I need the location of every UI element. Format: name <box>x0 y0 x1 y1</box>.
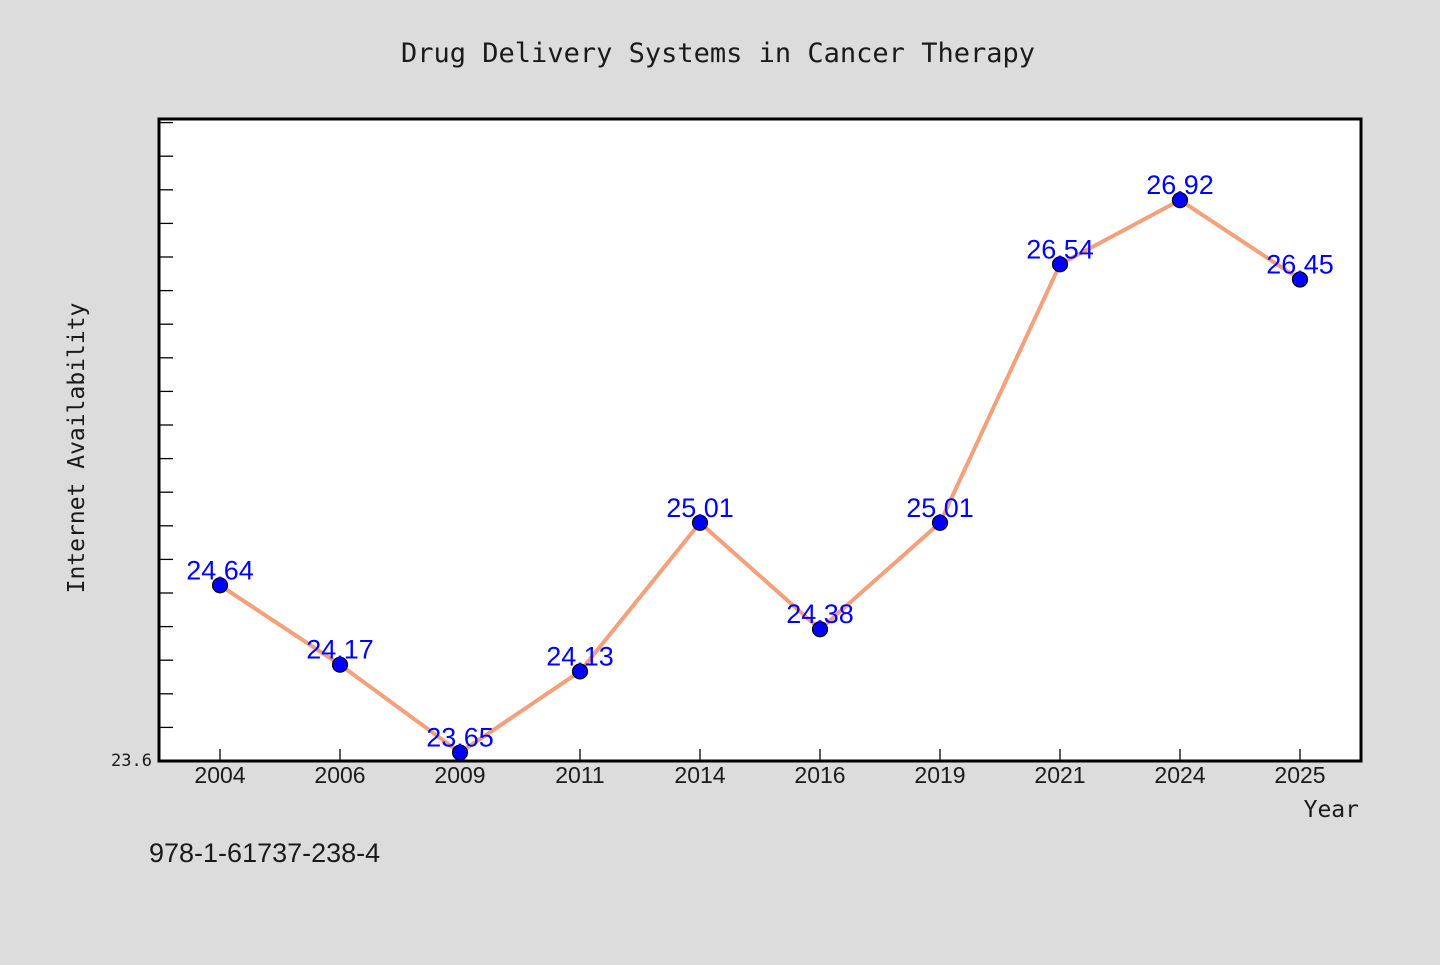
x-tick-label: 2024 <box>1154 762 1205 788</box>
data-label: 25.01 <box>906 493 974 523</box>
x-tick-label: 2011 <box>555 762 604 788</box>
data-label: 26.54 <box>1026 234 1094 264</box>
data-label: 24.13 <box>546 641 614 671</box>
data-point <box>1291 271 1309 288</box>
data-point <box>331 656 349 673</box>
x-tick-label: 2016 <box>794 762 845 788</box>
data-point <box>931 514 949 531</box>
plot-area <box>157 117 1363 763</box>
data-point <box>1051 256 1069 273</box>
data-point <box>211 577 229 594</box>
data-point <box>451 744 469 761</box>
x-tick-label: 2025 <box>1274 762 1325 788</box>
x-tick-label: 2014 <box>674 762 725 788</box>
data-label: 26.92 <box>1146 170 1214 200</box>
x-tick-label: 2021 <box>1034 762 1085 788</box>
series-line <box>218 198 1302 755</box>
x-tick-label: 2006 <box>314 762 365 788</box>
isbn-text: 978-1-61737-238-4 <box>149 838 380 868</box>
data-label: 23.65 <box>426 723 494 753</box>
y-axis-label: Internet Availability <box>64 303 90 594</box>
data-point <box>811 621 829 638</box>
chart-title: Drug Delivery Systems in Cancer Therapy <box>401 38 1035 69</box>
markers <box>211 191 1309 761</box>
data-label: 24.64 <box>186 555 254 585</box>
data-label: 24.38 <box>786 599 854 629</box>
data-labels: 24.64 24.17 23.65 24.13 25.01 24.38 25.01 26.54… <box>186 170 1334 752</box>
x-tick-label: 2009 <box>434 762 485 788</box>
y-axis-ticks <box>159 121 173 762</box>
data-label: 26.45 <box>1266 250 1334 280</box>
data-point <box>691 514 709 531</box>
data-point <box>571 663 589 680</box>
data-label: 25.01 <box>666 493 734 523</box>
data-point <box>1171 191 1189 209</box>
x-tick-label: 2004 <box>194 762 245 788</box>
series-line-group <box>218 198 1302 755</box>
x-tick-label: 2019 <box>914 762 965 788</box>
x-axis-label: Year <box>1304 797 1359 823</box>
y-tick-label: 23.6 <box>111 751 152 771</box>
data-label: 24.17 <box>306 635 374 665</box>
x-tick-labels: 2004 2006 2009 2011 2014 2016 2019 2021 2024 2025 <box>194 762 1325 788</box>
